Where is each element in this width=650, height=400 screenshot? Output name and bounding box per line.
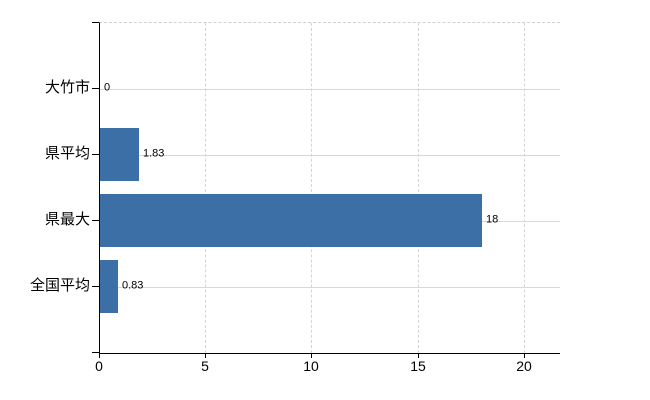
category-label-3: 全国平均 [29,277,90,294]
category-label-2: 県最大 [44,211,90,228]
x-axis-tick-0 [99,353,100,358]
x-axis-tick-15 [418,353,419,358]
x-axis-tick-10 [311,353,312,358]
x-axis-tick-label-20: 20 [516,358,532,374]
x-axis-tick-label-5: 5 [201,358,209,374]
x-axis-tick-20 [524,353,525,358]
bar-value-label-0: 0 [104,81,111,94]
x-axis-tick-label-10: 10 [303,358,319,374]
gridline-vertical-5 [205,23,206,353]
category-label-0: 大竹市 [44,79,90,96]
gridline-horizontal-3 [100,287,560,288]
x-axis-tick-label-15: 15 [410,358,426,374]
gridline-vertical-20 [524,23,525,353]
x-axis-tick-label-0: 0 [95,358,103,374]
gridline-vertical-10 [311,23,312,353]
y-axis-end-tick-bottom [92,352,99,353]
gridline-vertical-15 [418,23,419,353]
gridline-horizontal-0 [100,89,560,90]
y-axis-end-tick-top [92,22,99,23]
bar-value-label-3: 0.83 [122,279,144,292]
plot-area [99,22,560,354]
y-axis-tick-0 [92,88,99,89]
y-axis-tick-1 [92,154,99,155]
bar-3 [100,260,118,313]
bar-1 [100,128,139,181]
bar-value-label-1: 1.83 [143,147,165,160]
bar-2 [100,194,482,247]
y-axis-tick-2 [92,220,99,221]
bar-value-label-2: 18 [486,213,499,226]
x-axis-tick-5 [205,353,206,358]
y-axis-tick-3 [92,286,99,287]
category-label-1: 県平均 [44,145,90,162]
gridline-horizontal-1 [100,155,560,156]
